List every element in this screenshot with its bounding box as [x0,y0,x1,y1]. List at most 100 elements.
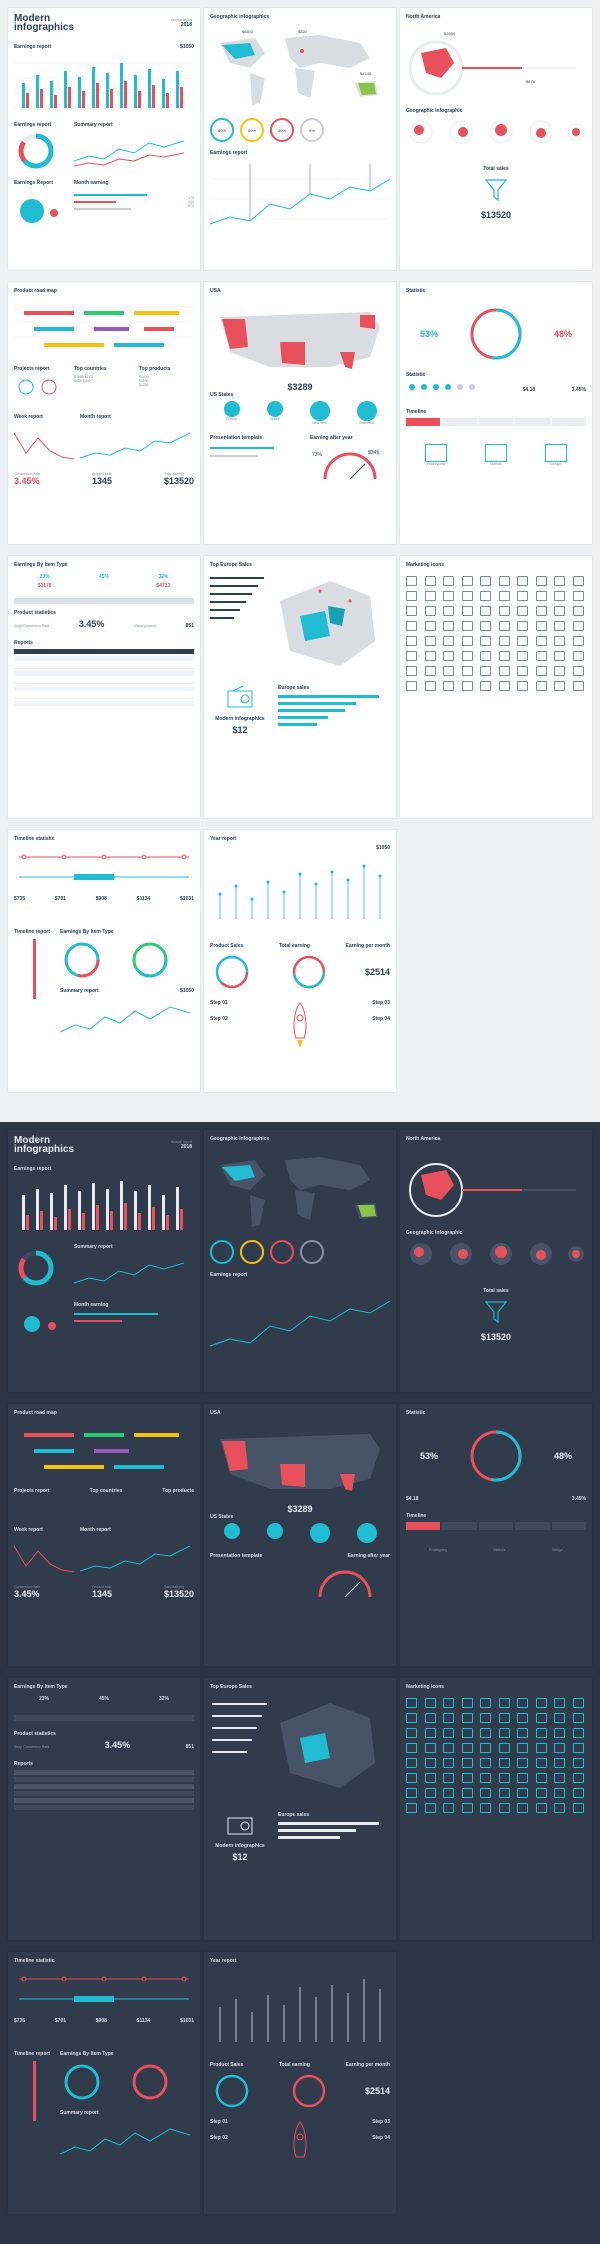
step-02: Step 02 [210,1016,228,1022]
dark-reports-heading: Reports [14,1761,33,1767]
earnings-item-title: Earnings By Item Type [14,562,68,568]
step-01: Step 01 [210,1000,228,1006]
geographic-title: Geographic infographics [210,14,270,20]
dark-shop-conversion-label: Shop Conversion Rate [14,1745,50,1749]
roadmap-gantt [14,306,194,347]
dark-step-04: Step 04 [372,2135,390,2141]
product-sold-label: Product sold [92,472,112,476]
na-value-b: $876 [526,79,536,84]
state-texas: Texas [269,417,280,421]
europe-title: Top Europe Sales [210,562,252,568]
usa-value: $3289 [287,382,313,392]
dark-timeline-value-2: $701 [54,2018,67,2024]
dark-slide-geographic: Geographic infographics Earnings report [204,1130,396,1392]
dark-timeline-statistic-title: Timeline statistic [14,1958,55,1964]
month-line-chart [79,432,191,459]
summary-lines [73,140,185,167]
dark-presentation-heading: Presentation template [210,1553,263,1559]
map-value-a: $6801 [242,29,254,34]
dark-product-sales-ring [215,2074,249,2108]
summary-value: $1050 [180,988,194,994]
dark-total-sales-heading: Total sales [483,1288,509,1294]
dark-timeline-value-4: $1134 [136,2018,151,2024]
dark-earnings-item-title: Earnings By Item Type [14,1684,68,1690]
dark-conversion-value: 3.45% [14,1589,40,1599]
icon-grid [406,576,586,691]
earnings-type-rings [64,942,168,978]
month-stat-a: 170 [188,196,194,200]
dark-europe-title: Top Europe Sales [210,1684,252,1690]
country-value-1: $1888 [74,375,84,379]
dark-summary-heading: Summary report [74,1244,113,1250]
presentation-heading: Presentation template [210,435,263,441]
geo-infographic-heading: Geographic infographic [406,108,463,114]
item-value-a: $3178 [37,583,52,589]
dark-europe-map [212,1703,375,1788]
earning-year-heading: Earning after year [310,435,353,441]
state-california: California [359,421,374,425]
dark-usa-value: $3289 [287,1504,313,1514]
dark-slide-europe-sales: Top Europe Sales Modern infographics $12… [204,1678,396,1940]
stat-pct-left: 53% [419,329,438,339]
dark-earnings-line-chart [209,1300,391,1347]
dark-slide-product-roadmap: Product road map Projects report Top cou… [8,1404,200,1666]
dark-item-pct-b: 45% [98,1696,109,1702]
slide-statistic: Statistic 53% 48% Statistic $4.18 3.45% … [400,282,592,544]
dark-product-sales-heading: Product Sales [210,2062,244,2068]
dark-usa-title: USA [210,1410,221,1416]
north-america-title: North America [406,14,441,20]
report-label: Annual report [170,18,192,22]
shop-conversion-label: Shop Conversion Rate [14,624,50,628]
top-products-heading: Top products [139,366,171,372]
continent-circles [409,120,585,144]
dark-us-states-heading: US States [210,1514,234,1520]
state-new-york: New York [312,421,327,425]
dark-slide-earnings-by-item: Earnings By Item Type 23% 45% 32% Produc… [8,1678,200,1940]
earnings-report-circles [20,199,58,223]
dark-slide-earnings-overview: Modern infographics Annual report 2018 Ea… [8,1130,200,1392]
dark-usa-map [220,1434,380,1491]
step-statistic: Statistic [489,462,503,466]
dark-month-line-chart [79,1545,191,1572]
dark-shop-conversion-value: 3.45% [104,1740,131,1750]
brand-title: Modern infographics [14,13,75,33]
dark-stat-pct-left: 53% [419,1451,438,1461]
dark-total-earning-heading: Total earning [278,2062,310,2068]
dark-road-map-title: Product road map [14,1410,57,1416]
timeline-value-2: $701 [54,896,67,902]
earning-year-pct: 73% [312,452,323,458]
dark-europe-value: $12 [232,1852,248,1862]
dark-earnings-donut [18,1250,54,1286]
dark-slide-year-report: Year report Product Sales Total earning … [204,1952,396,2214]
month-report-heading: Month report [80,414,111,420]
marketing-icons-title: Marketing icons [406,562,445,568]
dark-month-report-heading: Month report [80,1527,111,1533]
slide-geographic: Geographic infographics $6801 $820 $4145… [204,8,396,270]
year-report-value: $1050 [376,845,390,851]
product-sold-value: 1345 [92,476,113,486]
dark-report-label: Annual report [170,1140,192,1144]
light-theme-section: Modern infographics Annual report 2018 Ea… [0,0,600,1122]
dark-step-01: Step 01 [210,2119,228,2125]
earnings-line-chart [209,164,391,225]
pct-circle-c: 40% [270,118,294,142]
dark-earning-month-value: $2514 [364,2086,390,2096]
earning-month-value: $2514 [364,967,390,977]
timeline-value-1: $735 [14,896,26,902]
dark-product-statistic-heading: Product statistics [14,1731,56,1737]
funnel-icon [484,179,508,202]
dark-product-sold-label: Product sold [92,1585,112,1589]
projects-heading: Projects report [14,366,50,372]
dark-total-earning-label: Total earning [163,1585,184,1589]
dark-geographic-title: Geographic infographics [210,1136,270,1142]
views-product-label: Views product [134,624,156,628]
dark-europe-brand: Modern infographics [215,1843,265,1849]
dark-slide-usa: USA $3289 US States Presentation templat… [204,1404,396,1666]
step-design: Design [550,462,562,466]
reports-table [14,649,194,706]
road-map-title: Product road map [14,288,57,294]
total-earning-ring [293,955,326,989]
dark-top-countries-heading: Top countries [89,1488,123,1494]
year-report-title: Year report [210,836,237,842]
dark-conversion-label: Conversion Rate [14,1585,41,1589]
